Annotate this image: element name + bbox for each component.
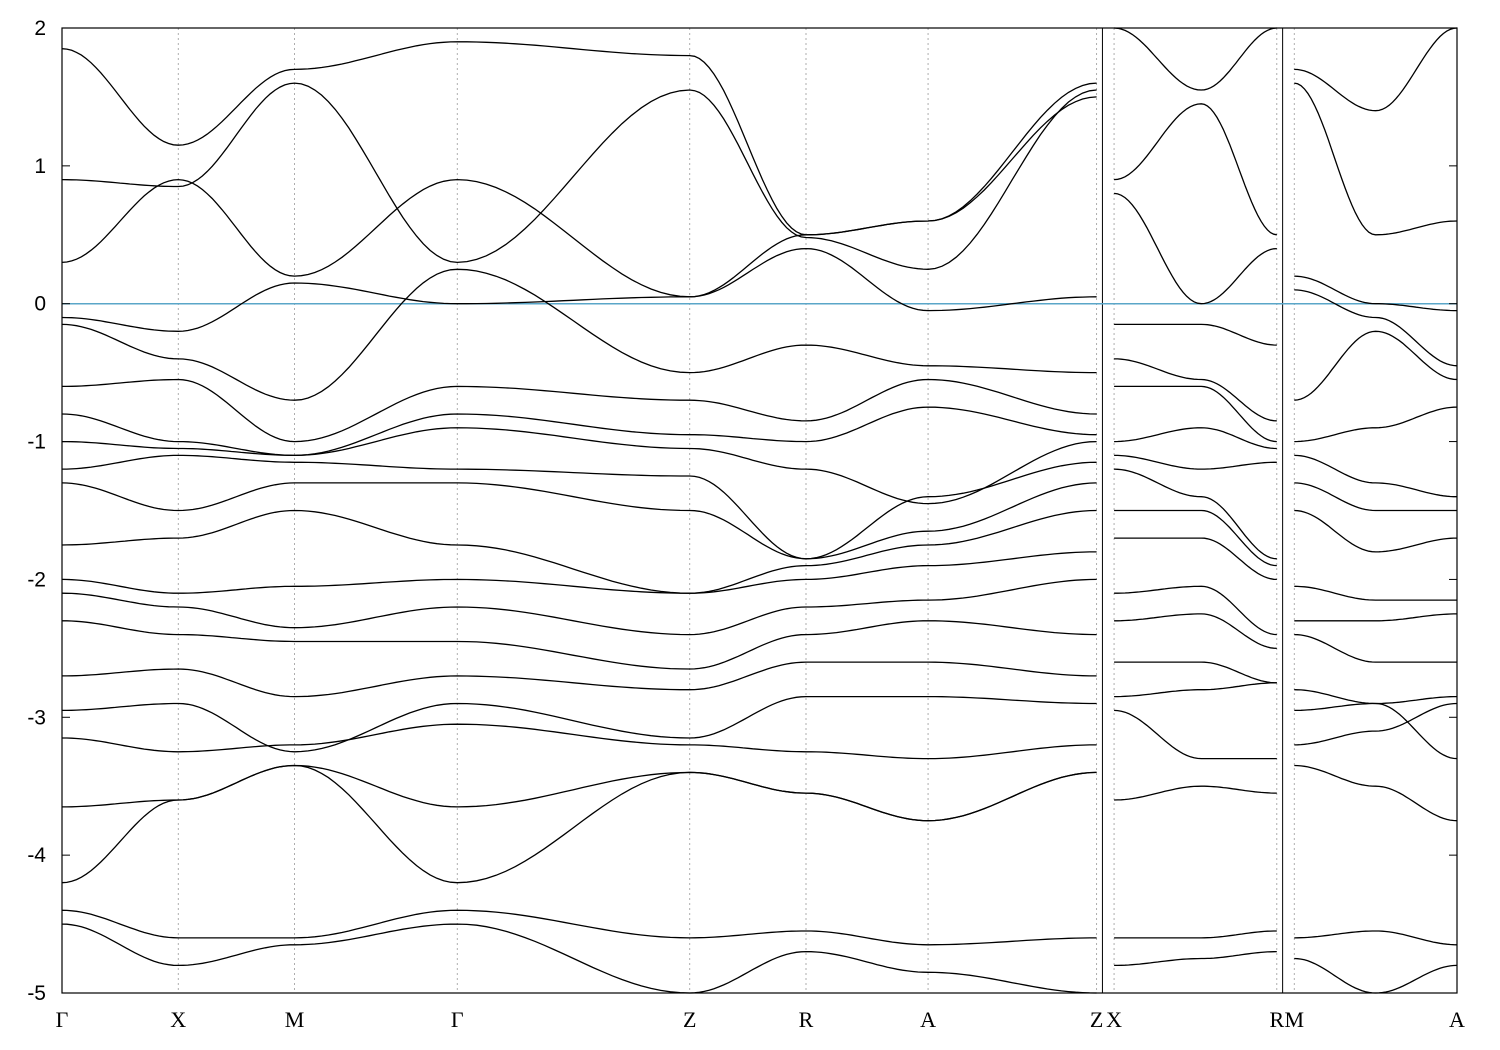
band-line-37 [1114,785,1277,801]
y-tick-label: 1 [34,155,46,178]
x-tick-label-10: M [1284,1007,1304,1032]
band-line-15 [62,695,1097,753]
band-line-34 [1114,661,1277,684]
band-line-45 [1294,406,1458,443]
band-line-32 [1114,585,1277,636]
band-line-11 [61,551,1097,594]
band-line-35 [1114,682,1277,698]
band-line-4 [61,268,1097,401]
band-line-52 [1294,689,1457,705]
x-tick-label-2: M [285,1007,305,1032]
y-tick-label: 2 [34,17,46,40]
band-line-18 [61,764,1097,884]
y-tick-label: -3 [27,706,46,729]
band-line-31 [1114,537,1277,581]
band-line-50 [1294,613,1457,622]
band-line-5 [62,378,1097,443]
band-line-26 [1114,385,1277,443]
x-tick-label-11: A [1449,1007,1465,1032]
bands-layer [61,27,1458,994]
y-tick-label: -4 [27,844,46,867]
band-line-39 [1114,950,1277,967]
band-line-22 [1114,192,1277,305]
band-line-23 [1114,103,1277,236]
band-line-33 [1114,613,1277,650]
band-line-49 [1294,585,1457,601]
band-line-53 [1294,702,1458,760]
band-line-51 [1294,633,1457,663]
band-line-17 [62,764,1097,822]
band-line-9 [61,482,1097,560]
x-tick-label-3: Γ [451,1007,464,1032]
band-line-19 [61,909,1097,946]
band-line-47 [1294,482,1457,512]
band-line-20 [61,923,1097,994]
plot-frame [61,27,1458,994]
y-tick-label: 0 [34,293,46,316]
band-line-54 [1294,702,1458,746]
band-line-12 [61,578,1097,636]
grid-lines [177,28,1295,993]
band-line-7 [62,427,1097,505]
band-line-2 [61,82,1097,270]
band-line-30 [1114,509,1277,567]
band-line-24 [1114,27,1277,91]
band-line-3 [61,41,1097,236]
y-tick-label: -5 [27,982,46,1005]
band-line-16 [62,723,1097,760]
band-line-43 [1294,289,1458,367]
band-line-44 [1294,330,1458,401]
band-line-42 [1294,275,1457,312]
x-tick-label-8: X [1106,1007,1122,1032]
band-line-38 [1114,930,1277,939]
band-line-10 [61,509,1097,594]
band-line-46 [1294,454,1457,498]
x-tick-label-7: Z [1090,1007,1103,1032]
band-line-55 [1294,764,1458,822]
x-tick-label-1: X [170,1007,186,1032]
band-line-57 [1294,957,1458,994]
band-line-21 [1114,323,1277,346]
band-line-13 [62,620,1097,670]
band-line-41 [1294,82,1458,236]
x-tick-label-5: R [799,1007,814,1032]
band-line-28 [1114,454,1277,470]
band-line-25 [1114,358,1277,422]
x-tick-label-6: A [920,1007,936,1032]
band-line-29 [1114,468,1277,560]
y-tick-label: -1 [27,431,46,454]
band-line-40 [1294,27,1458,112]
band-line-36 [1114,709,1277,760]
y-axis-ticks: 2 1 0 -1 -2 -3 -4 -5 [27,17,1457,1005]
band-line-14 [62,661,1097,698]
band-line-48 [1294,509,1457,553]
band-line-8 [62,454,1097,560]
x-tick-label-4: Z [683,1007,696,1032]
band-line-27 [1114,427,1277,450]
band-line-0 [61,247,1097,332]
x-tick-label-9: R [1269,1007,1284,1032]
x-tick-label-0: Γ [56,1007,69,1032]
band-line-6 [61,406,1097,457]
y-tick-label: -2 [27,568,46,591]
band-line-56 [1294,930,1458,946]
